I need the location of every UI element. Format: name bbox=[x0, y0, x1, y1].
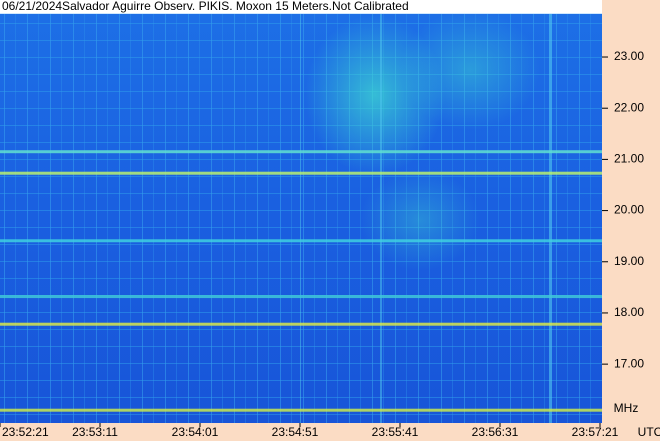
x-tick-label: 23:53:11 bbox=[72, 425, 118, 439]
x-tick-label: 23:54:51 bbox=[272, 425, 319, 439]
signal-band bbox=[0, 295, 602, 299]
signal-band bbox=[0, 171, 602, 175]
x-axis-label: UTC bbox=[638, 425, 660, 439]
signal-band bbox=[0, 239, 602, 243]
signal-band bbox=[0, 150, 602, 154]
x-tick-label: 23:52:21 bbox=[2, 425, 49, 439]
y-tick-label: 18.00 bbox=[614, 305, 644, 319]
title-bar bbox=[0, 0, 602, 13]
x-tick-label: 23:55:41 bbox=[372, 425, 419, 439]
y-tick-label: 21.00 bbox=[614, 152, 644, 166]
spectrogram bbox=[0, 10, 602, 423]
x-tick-label: 23:56:31 bbox=[472, 425, 519, 439]
y-tick-label: 17.00 bbox=[614, 356, 644, 370]
y-tick-label: 22.00 bbox=[614, 100, 644, 114]
y-tick-label: 20.00 bbox=[614, 203, 644, 217]
signal-band bbox=[0, 408, 602, 412]
y-tick-label: 19.00 bbox=[614, 254, 644, 268]
signal-band bbox=[0, 322, 602, 326]
y-axis-label: MHz bbox=[614, 401, 639, 415]
y-tick-label: 23.00 bbox=[614, 49, 644, 63]
x-tick-label: 23:54:01 bbox=[172, 425, 219, 439]
chart-title: 06/21/2024Salvador Aguirre Observ. PIKIS… bbox=[2, 0, 409, 13]
x-tick-label: 23:57:21 bbox=[572, 425, 619, 439]
